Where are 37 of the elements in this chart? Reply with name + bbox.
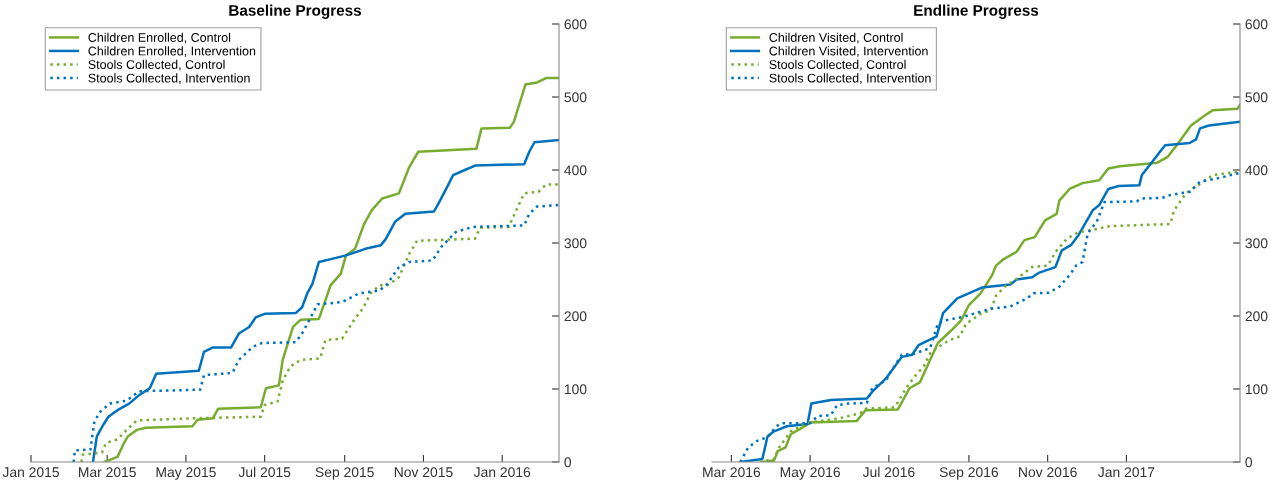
legend-label: Stools Collected, Control [769, 59, 906, 71]
y-tick-label: 200 [564, 311, 587, 322]
legend-label: Children Enrolled, Intervention [88, 46, 256, 57]
x-tick-label: Jul 2016 [862, 466, 915, 478]
y-tick-label: 600 [564, 19, 587, 30]
y-tick-label: 300 [564, 238, 587, 249]
x-tick-label: Mar 2016 [703, 467, 761, 478]
y-tick-label: 500 [564, 92, 587, 103]
y-tick-label: 0 [564, 457, 572, 468]
legend-label: Children Enrolled, Control [88, 32, 231, 44]
chart-title: Endline Progress [914, 4, 1039, 19]
chart-title: Baseline Progress [229, 4, 362, 19]
y-tick-label: 300 [1245, 238, 1268, 249]
legend-label: Children Visited, Intervention [769, 46, 928, 57]
x-tick-label: May 2015 [156, 467, 216, 480]
y-tick-label: 400 [1245, 165, 1268, 176]
legend-label: Stools Collected, Intervention [769, 73, 931, 84]
y-tick-label: 100 [1245, 384, 1268, 395]
x-tick-label: Mar 2015 [78, 467, 136, 478]
y-tick-label: 100 [564, 384, 587, 395]
y-tick-label: 200 [1245, 311, 1268, 322]
x-tick-label: Jul 2015 [238, 466, 291, 478]
x-tick-label: Jan 2015 [2, 467, 59, 478]
x-tick-label: Jan 2017 [1098, 467, 1155, 478]
y-tick-label: 0 [1245, 457, 1253, 468]
y-tick-label: 400 [564, 165, 587, 176]
x-tick-label: Jan 2016 [473, 467, 531, 478]
legend-label: Children Visited, Control [769, 32, 903, 44]
x-tick-label: Sep 2015 [315, 467, 374, 480]
y-tick-label: 600 [1245, 19, 1268, 30]
y-tick-label: 500 [1245, 92, 1268, 103]
legend-label: Stools Collected, Control [88, 59, 225, 71]
x-tick-label: Nov 2016 [1019, 467, 1077, 478]
x-tick-label: May 2016 [780, 467, 840, 480]
x-tick-label: Nov 2015 [394, 467, 453, 478]
x-tick-label: Sep 2016 [939, 467, 999, 480]
legend-label: Stools Collected, Intervention [88, 73, 250, 84]
